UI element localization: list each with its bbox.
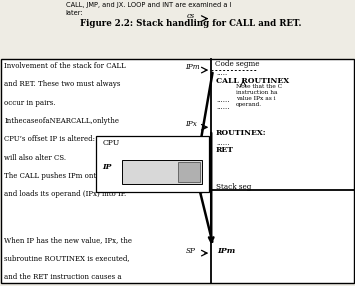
Text: IPm: IPm (185, 63, 200, 71)
Text: IPm: IPm (217, 247, 235, 255)
Text: CPU’s offset IP is altered: a FAR CALL: CPU’s offset IP is altered: a FAR CALL (4, 135, 140, 143)
Text: InthecaseofaNEARCALL,onlythe: InthecaseofaNEARCALL,onlythe (4, 117, 119, 125)
Text: later:: later: (66, 10, 83, 16)
Text: and loads its operand (IPx) into IP.: and loads its operand (IPx) into IP. (4, 190, 126, 198)
Bar (1, 59, 354, 283)
Text: SP: SP (185, 247, 195, 255)
Text: When IP has the new value, IPx, the: When IP has the new value, IPx, the (4, 236, 132, 244)
Text: subroutine ROUTINEX is executed,: subroutine ROUTINEX is executed, (4, 254, 130, 262)
Text: Figure 2.2: Stack handling for CALL and RET.: Figure 2.2: Stack handling for CALL and … (80, 19, 301, 27)
Text: will also alter CS.: will also alter CS. (4, 154, 66, 162)
Text: .....: ..... (216, 70, 227, 76)
Text: CALL, JMP, and JX. LOOP and INT are examined a l: CALL, JMP, and JX. LOOP and INT are exam… (66, 2, 231, 8)
Text: ......: ...... (216, 140, 229, 146)
Text: ROUTINEX:: ROUTINEX: (216, 129, 267, 137)
Bar (96, 136, 209, 192)
Text: CALL ROUTINEX: CALL ROUTINEX (216, 77, 289, 85)
Text: CPU: CPU (102, 139, 120, 147)
Text: IP: IP (102, 163, 111, 171)
Text: IPx: IPx (185, 120, 197, 128)
Text: Note that the C
instruction ha
value IPx as i
operand.: Note that the C instruction ha value IPx… (236, 84, 282, 107)
Text: ......: ...... (216, 97, 229, 103)
Text: SS: SS (185, 183, 195, 191)
Text: Stack seg: Stack seg (216, 183, 251, 191)
Text: cs: cs (186, 12, 195, 20)
Text: RET: RET (216, 146, 234, 154)
Text: and RET. These two must always: and RET. These two must always (4, 80, 121, 88)
Text: Code segme: Code segme (215, 60, 259, 68)
Bar (122, 160, 202, 184)
Bar (178, 162, 200, 182)
Text: The CALL pushes IPm onto the stack,: The CALL pushes IPm onto the stack, (4, 172, 137, 180)
Text: Involvement of the stack for CALL: Involvement of the stack for CALL (4, 62, 126, 70)
Text: and the RET instruction causes a: and the RET instruction causes a (4, 273, 122, 281)
Text: ......: ...... (216, 104, 229, 110)
Text: occur in pairs.: occur in pairs. (4, 99, 56, 107)
